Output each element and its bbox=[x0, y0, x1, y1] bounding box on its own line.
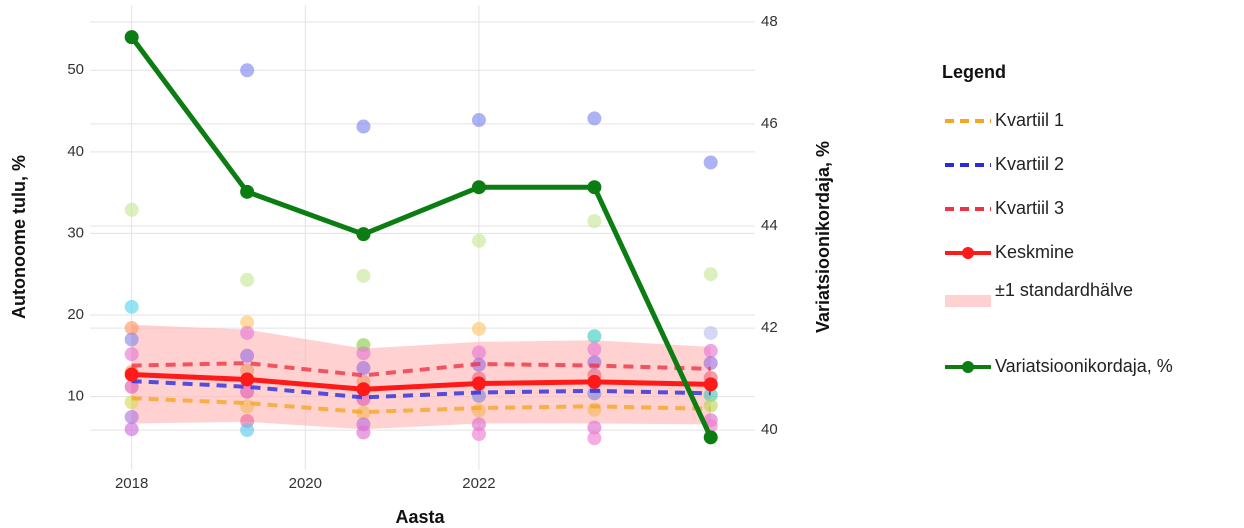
scatter-point bbox=[587, 431, 602, 446]
series-line bbox=[131, 396, 711, 415]
scatter-point bbox=[356, 119, 371, 134]
scatter-point bbox=[240, 315, 255, 330]
scatter-point bbox=[124, 332, 139, 347]
legend-marker bbox=[962, 247, 974, 259]
scatter-point bbox=[356, 361, 371, 376]
series-line bbox=[131, 379, 711, 400]
y2-axis-title: Variatsioonikordaja, % bbox=[813, 141, 833, 333]
series-marker bbox=[703, 430, 718, 445]
scatter-point bbox=[471, 113, 486, 128]
series-marker bbox=[240, 372, 255, 387]
y2-tick-label: 42 bbox=[761, 319, 778, 336]
y-tick-label: 10 bbox=[67, 388, 84, 405]
scatter-point bbox=[124, 379, 139, 394]
scatter-point bbox=[240, 423, 255, 438]
scatter-point bbox=[471, 233, 486, 248]
scatter-point bbox=[587, 329, 602, 344]
series-marker bbox=[240, 184, 255, 199]
x-axis-title: Aasta bbox=[395, 507, 445, 527]
legend-label: ±1 standardhälve bbox=[995, 280, 1133, 300]
scatter-point bbox=[240, 325, 255, 340]
series-marker bbox=[471, 376, 486, 391]
scatter-point bbox=[240, 348, 255, 363]
series-marker bbox=[124, 367, 139, 382]
y2-tick-label: 44 bbox=[761, 217, 778, 234]
scatter-point bbox=[471, 417, 486, 432]
x-tick-label: 2022 bbox=[462, 475, 495, 492]
scatter-point bbox=[240, 63, 255, 78]
y-tick-label: 40 bbox=[67, 143, 84, 160]
scatter-point bbox=[587, 420, 602, 435]
sd-band bbox=[131, 324, 711, 430]
scatter-point bbox=[124, 347, 139, 362]
scatter-point bbox=[356, 346, 371, 361]
scatter-point bbox=[124, 202, 139, 217]
y2-tick-label: 48 bbox=[761, 13, 778, 30]
scatter-point bbox=[356, 268, 371, 283]
y-tick-label: 20 bbox=[67, 306, 84, 323]
legend-label: Keskmine bbox=[995, 242, 1074, 262]
scatter-point bbox=[124, 409, 139, 424]
series-line bbox=[131, 361, 711, 378]
y-axis-title: Autonoome tulu, % bbox=[9, 155, 29, 319]
legend-marker bbox=[962, 361, 974, 373]
scatter-point bbox=[471, 427, 486, 442]
series-marker bbox=[471, 180, 486, 195]
scatter-point bbox=[471, 403, 486, 418]
series-line bbox=[131, 372, 711, 392]
legend-label: Kvartiil 1 bbox=[995, 110, 1064, 130]
scatter-point bbox=[587, 214, 602, 229]
series-line bbox=[129, 35, 713, 439]
scatter-point bbox=[471, 321, 486, 336]
legend-label: Kvartiil 2 bbox=[995, 154, 1064, 174]
scatter-point bbox=[703, 155, 718, 170]
scatter-point bbox=[124, 422, 139, 437]
series-marker bbox=[124, 30, 139, 45]
scatter-point bbox=[471, 345, 486, 360]
scatter-point bbox=[356, 405, 371, 420]
scatter-point bbox=[703, 267, 718, 282]
x-tick-label: 2018 bbox=[115, 475, 148, 492]
y-tick-label: 50 bbox=[67, 61, 84, 78]
scatter-point bbox=[703, 387, 718, 402]
scatter-point bbox=[703, 398, 718, 413]
scatter-point bbox=[124, 299, 139, 314]
scatter-point bbox=[587, 342, 602, 357]
scatter-point bbox=[703, 343, 718, 358]
scatter-point bbox=[124, 321, 139, 336]
series-marker bbox=[356, 227, 371, 242]
scatter-point bbox=[587, 111, 602, 126]
legend-label: Variatsioonikordaja, % bbox=[995, 356, 1173, 376]
series-marker bbox=[356, 382, 371, 397]
y-tick-label: 30 bbox=[67, 224, 84, 241]
series-marker bbox=[587, 374, 602, 389]
y2-tick-label: 40 bbox=[761, 421, 778, 438]
series-marker bbox=[703, 377, 718, 392]
legend-title: Legend bbox=[942, 62, 1006, 82]
scatter-point bbox=[240, 272, 255, 287]
series-marker bbox=[587, 180, 602, 195]
y2-tick-label: 46 bbox=[761, 115, 778, 132]
x-tick-label: 2020 bbox=[289, 475, 322, 492]
legend-label: Kvartiil 3 bbox=[995, 198, 1064, 218]
scatter-point bbox=[356, 425, 371, 440]
scatter-point bbox=[703, 356, 718, 371]
legend-swatch bbox=[945, 295, 991, 307]
scatter-point bbox=[703, 325, 718, 340]
